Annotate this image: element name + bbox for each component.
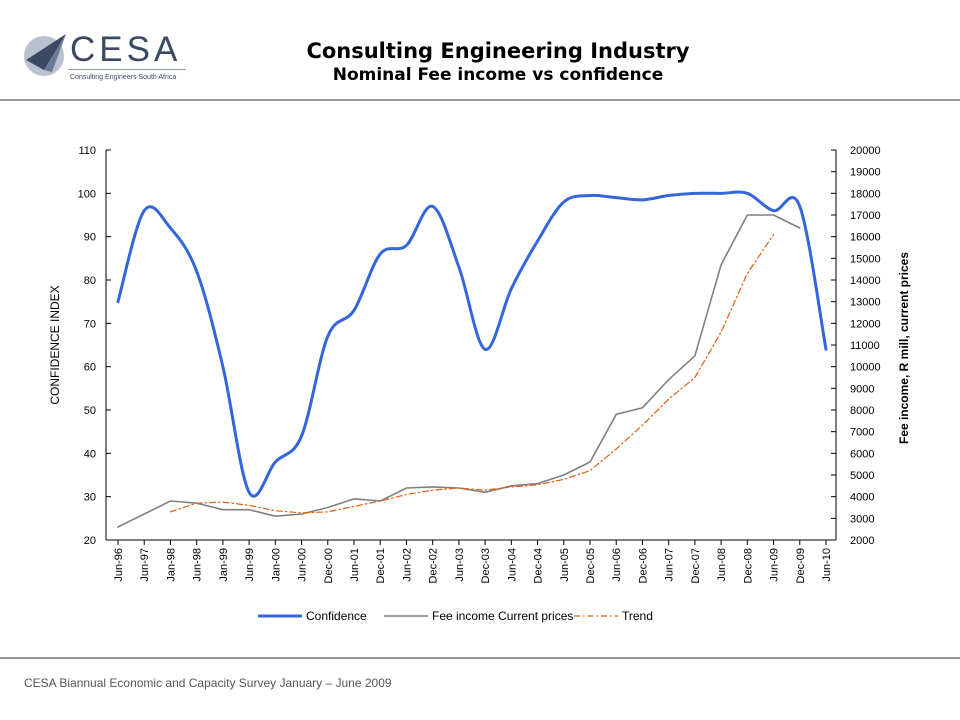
x-tick-label: Jan-00 — [270, 548, 282, 582]
title-block: Consulting Engineering Industry Nominal … — [200, 38, 796, 86]
y-right-tick-label: 14000 — [850, 275, 881, 287]
y-left-tick-label: 40 — [84, 448, 96, 460]
x-tick-label: Jan-98 — [165, 548, 177, 582]
y-left-tick-label: 80 — [84, 275, 96, 287]
x-tick-label: Jun-07 — [664, 548, 676, 582]
page-subtitle: Nominal Fee income vs confidence — [332, 65, 664, 85]
cesa-logo: CESA Consulting Engineers South Africa — [22, 26, 190, 92]
y-axis-right-title: Fee income, R mill, current prices — [897, 252, 911, 444]
y-right-tick-label: 10000 — [850, 362, 881, 374]
x-tick-label: Jun-99 — [244, 548, 256, 582]
logo-text: CESA — [70, 30, 182, 69]
y-left-tick-label: 100 — [78, 188, 96, 200]
y-left-tick-label: 90 — [84, 232, 96, 244]
x-tick-label: Jun-10 — [821, 548, 833, 582]
y-right-tick-label: 19000 — [850, 167, 881, 179]
header-divider — [0, 99, 960, 101]
y-left-tick-label: 20 — [84, 535, 96, 547]
legend-fee-income-label: Fee income Current prices — [432, 609, 573, 623]
series-line-trend — [169, 233, 775, 514]
series-line-fee-income — [117, 214, 801, 528]
x-tick-label: Dec-02 — [428, 548, 440, 583]
x-tick-label: Jun-02 — [401, 548, 413, 582]
x-tick-label: Jun-03 — [454, 548, 466, 582]
x-tick-label: Dec-03 — [480, 548, 492, 583]
x-tick-label: Jun-04 — [506, 548, 518, 582]
x-tick-label: Jan-99 — [218, 548, 230, 582]
y-right-tick-label: 6000 — [850, 448, 874, 460]
y-right-tick-label: 15000 — [850, 253, 881, 265]
y-right-tick-label: 9000 — [850, 383, 874, 395]
legend-trend-label: Trend — [622, 609, 653, 623]
y-right-tick-label: 18000 — [850, 188, 881, 200]
x-tick-label: Dec-05 — [585, 548, 597, 583]
x-tick-label: Jun-98 — [192, 548, 204, 582]
x-tick-label: Dec-07 — [690, 548, 702, 583]
y-right-tick-label: 4000 — [850, 492, 874, 504]
footer-text: CESA Biannual Economic and Capacity Surv… — [24, 676, 392, 690]
logo-divider — [68, 69, 186, 70]
x-tick-label: Jun-97 — [139, 548, 151, 582]
logo-subtitle: Consulting Engineers South Africa — [70, 74, 177, 81]
y-right-tick-label: 5000 — [850, 470, 874, 482]
x-tick-label: Dec-04 — [533, 548, 545, 583]
y-right-tick-label: 17000 — [850, 210, 881, 222]
x-tick-label: Jun-01 — [349, 548, 361, 582]
x-tick-label: Jun-00 — [297, 548, 309, 582]
y-right-tick-label: 12000 — [850, 318, 881, 330]
series-line-confidence — [116, 190, 828, 498]
y-left-tick-label: 60 — [84, 362, 96, 374]
y-right-tick-label: 3000 — [850, 513, 874, 525]
y-right-tick-label: 11000 — [850, 340, 880, 352]
x-tick-label: Dec-08 — [742, 548, 754, 583]
y-right-tick-label: 16000 — [850, 232, 881, 244]
x-tick-label: Dec-01 — [375, 548, 387, 583]
y-right-tick-label: 13000 — [850, 297, 881, 309]
y-right-tick-label: 20000 — [850, 145, 881, 157]
y-right-tick-label: 7000 — [850, 427, 874, 439]
x-tick-label: Jun-08 — [716, 548, 728, 582]
legend-confidence-label: Confidence — [306, 609, 367, 623]
y-left-tick-label: 50 — [84, 405, 96, 417]
y-axis-left-title: CONFIDENCE INDEX — [48, 285, 62, 404]
x-tick-label: Dec-06 — [637, 548, 649, 583]
y-left-tick-label: 30 — [84, 492, 96, 504]
x-tick-label: Dec-09 — [795, 548, 807, 583]
footer-divider — [0, 657, 960, 659]
x-tick-label: Jun-06 — [611, 548, 623, 582]
y-right-tick-label: 2000 — [850, 535, 874, 547]
x-tick-label: Jun-05 — [559, 548, 571, 582]
x-tick-label: Jun-96 — [113, 548, 125, 582]
page-title: Consulting Engineering Industry — [306, 39, 690, 63]
y-left-tick-label: 110 — [78, 145, 96, 157]
y-right-tick-label: 8000 — [850, 405, 874, 417]
x-tick-label: Jun-09 — [769, 548, 781, 582]
logo-emblem-icon — [24, 34, 66, 76]
y-left-tick-label: 70 — [84, 318, 96, 330]
x-tick-label: Dec-00 — [323, 548, 335, 583]
